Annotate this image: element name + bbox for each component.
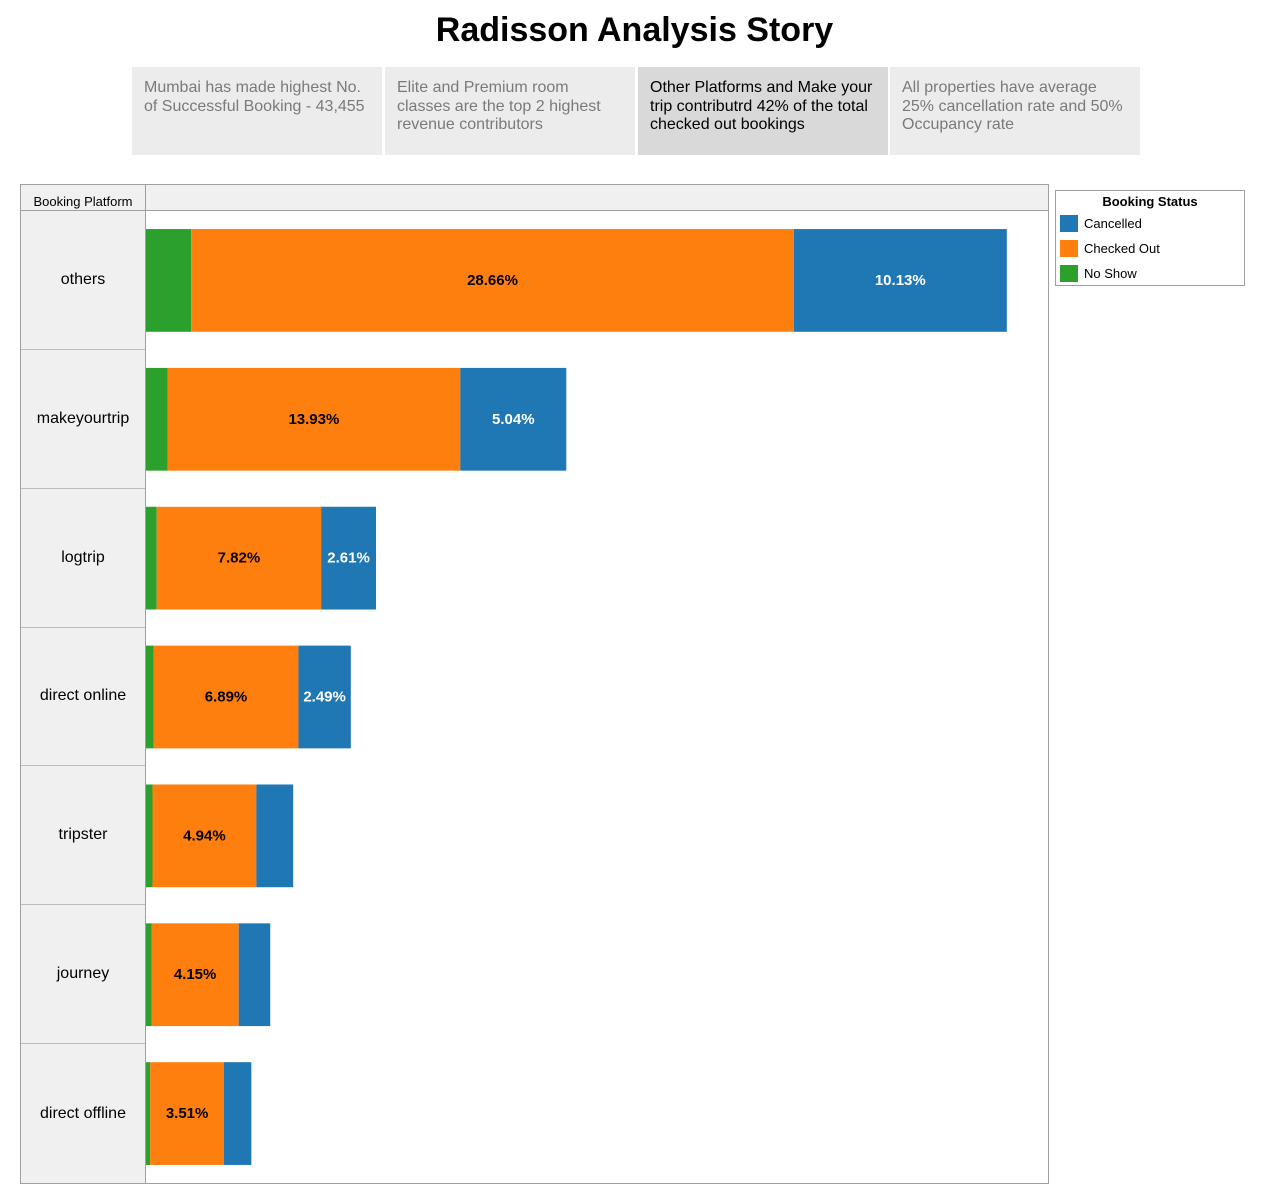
- story-title: Radisson Analysis Story: [435, 11, 834, 49]
- bar-tripster-cancelled[interactable]: [256, 784, 294, 888]
- bar-tripster-checked-out[interactable]: [152, 784, 257, 888]
- row-headers-panel: others makeyourtrip logtrip direct online tr…: [21, 211, 146, 1183]
- bar-logtrip-checked-out[interactable]: [156, 506, 322, 610]
- stacked-bar-plot[interactable]: 28.66% 10.13% 13.93% 5.04% 7.82% 2.61% 6.89% 2.…: [146, 211, 1048, 1183]
- data-label-journey-checked-out: 4.15%: [174, 966, 217, 983]
- story-point-1[interactable]: Mumbai has made highest No. of Successfu…: [132, 67, 382, 155]
- row-header-tripster[interactable]: tripster: [21, 766, 145, 906]
- legend-title: Booking Status: [1102, 194, 1198, 209]
- data-label-makeyourtrip-checked-out: 13.93%: [288, 411, 339, 428]
- row-field-header[interactable]: Booking Platform: [21, 185, 146, 210]
- bar-tripster-no-show[interactable]: [146, 784, 153, 888]
- chart-frame: Booking Platform others makeyourtrip logtr…: [20, 184, 1049, 1184]
- bar-makeyourtrip-no-show[interactable]: [146, 367, 168, 471]
- legend-label-no-show: No Show: [1084, 266, 1137, 281]
- bar-makeyourtrip-checked-out[interactable]: [167, 367, 461, 471]
- bar-direct-online-cancelled[interactable]: [298, 645, 351, 749]
- legend: Booking Status Cancelled Checked Out No …: [1055, 190, 1245, 286]
- legend-label-cancelled: Cancelled: [1084, 216, 1142, 231]
- data-label-others-checked-out: 28.66%: [467, 272, 518, 289]
- data-label-direct-online-checked-out: 6.89%: [205, 689, 248, 706]
- data-label-direct-offline-checked-out: 3.51%: [166, 1105, 209, 1122]
- bar-logtrip-no-show[interactable]: [146, 506, 157, 610]
- row-header-journey[interactable]: journey: [21, 905, 145, 1045]
- bar-direct-online-checked-out[interactable]: [153, 645, 299, 749]
- bar-journey-checked-out[interactable]: [151, 923, 239, 1027]
- bar-others-cancelled[interactable]: [793, 229, 1007, 332]
- legend-swatch-cancelled: [1060, 215, 1078, 232]
- row-header-logtrip[interactable]: logtrip: [21, 489, 145, 628]
- bar-others-no-show[interactable]: [146, 229, 192, 332]
- story-navigator: Mumbai has made highest No. of Successfu…: [132, 67, 1140, 155]
- bar-others-checked-out[interactable]: [191, 229, 794, 332]
- data-label-direct-online-cancelled: 2.49%: [303, 689, 346, 706]
- story-point-4[interactable]: All properties have average 25% cancella…: [890, 67, 1140, 155]
- story-point-3[interactable]: Other Platforms and Make your trip contr…: [638, 67, 888, 155]
- bar-makeyourtrip-cancelled[interactable]: [460, 367, 567, 471]
- data-label-others-cancelled: 10.13%: [875, 272, 926, 289]
- data-label-tripster-checked-out: 4.94%: [183, 827, 226, 844]
- row-header-direct-offline[interactable]: direct offline: [40, 1104, 126, 1122]
- row-header-makeyourtrip[interactable]: makeyourtrip: [21, 350, 145, 489]
- legend-swatch-checked-out: [1060, 240, 1078, 257]
- bar-journey-no-show[interactable]: [146, 923, 152, 1027]
- data-label-makeyourtrip-cancelled: 5.04%: [492, 411, 535, 428]
- bar-journey-cancelled[interactable]: [238, 923, 271, 1027]
- legend-swatch-no-show: [1060, 265, 1078, 282]
- data-label-logtrip-cancelled: 2.61%: [327, 550, 370, 567]
- row-header-others[interactable]: others: [21, 211, 145, 350]
- data-label-logtrip-checked-out: 7.82%: [218, 550, 261, 567]
- bar-direct-offline-cancelled[interactable]: [224, 1062, 252, 1165]
- column-header-row: Booking Platform: [21, 185, 1048, 211]
- bar-direct-offline-no-show[interactable]: [146, 1062, 151, 1165]
- bar-direct-offline-checked-out[interactable]: [150, 1062, 225, 1165]
- legend-label-checked-out: Checked Out: [1084, 241, 1160, 256]
- bar-direct-online-no-show[interactable]: [146, 645, 154, 749]
- bar-logtrip-cancelled[interactable]: [321, 506, 377, 610]
- row-header-direct-online[interactable]: direct online: [21, 628, 145, 767]
- story-point-2[interactable]: Elite and Premium room classes are the t…: [385, 67, 635, 155]
